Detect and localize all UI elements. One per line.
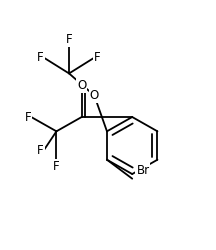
Text: Br: Br xyxy=(137,164,149,176)
Text: F: F xyxy=(37,144,44,157)
Text: F: F xyxy=(37,51,44,64)
Text: O: O xyxy=(90,89,99,102)
Text: F: F xyxy=(53,160,60,173)
Text: F: F xyxy=(66,33,72,46)
Text: F: F xyxy=(25,110,31,124)
Text: O: O xyxy=(77,80,86,92)
Text: F: F xyxy=(94,51,101,64)
